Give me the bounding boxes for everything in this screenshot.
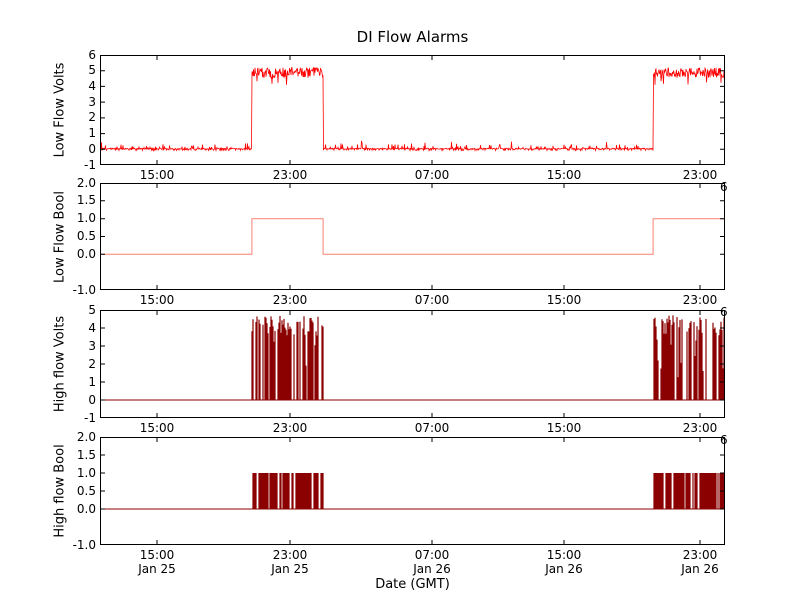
signal-path [252,473,725,509]
axis-frame [100,55,725,165]
y-tick-label: 1 [88,374,96,389]
x-tick-date-label: Jan 25 [271,562,309,576]
x-tick-label: 15:00 [546,421,582,435]
y-tick-label: 5 [88,302,96,317]
y-tick-label: 3 [88,338,96,353]
y-tick-label: 2 [88,356,96,371]
subplot-high-flow-bool [100,437,725,545]
axis-frame [100,183,725,290]
y-tick-label: 0.0 [76,246,96,261]
x-tick-label: 15:00 [546,548,582,562]
x-tick-date-label: Jan 25 [138,562,176,576]
y-tick-label: -1 [84,410,96,425]
subplot-low-flow-volts [100,55,725,165]
x-tick-label: 23:00 [272,548,308,562]
y-tick-label: 0.5 [76,483,96,498]
x-tick-label: 15:00 [546,168,582,182]
x-tick-label: 15:00 [139,548,175,562]
tick-marks [101,437,724,545]
x-tick-label: 07:00 [414,168,450,182]
tick-marks [101,183,724,290]
x-tick-label: 07:00 [414,548,450,562]
x-tick-date-label: Jan 26 [545,562,583,576]
y-tick-label: -1.0 [72,537,96,552]
y-tick-label: 2.0 [76,429,96,444]
y-tick-label: 5 [88,63,96,78]
x-tick-label: 23:00 [272,168,308,182]
axis-frame [100,437,725,545]
y-tick-label: -1.0 [72,282,96,297]
chart-title: DI Flow Alarms [356,28,469,46]
x-tick-label: 23:00 [272,293,308,307]
x-tick-date-label: Jan 26 [413,562,451,576]
y-tick-label: 1.5 [76,447,96,462]
subplot-high-flow-volts-canvas [100,310,725,418]
axis-frame [100,310,725,418]
y-tick-label: 0.0 [76,501,96,516]
subplot-high-flow-bool-canvas [100,437,725,545]
y-tick-label: 6 [88,47,96,62]
subplot-high-flow-volts [100,310,725,418]
signal-path [251,315,725,400]
signal-path [100,66,725,153]
y-tick-label: 4 [88,320,96,335]
x-tick-label: 23:00 [682,548,718,562]
x-tick-label: 23:00 [682,293,718,307]
signal-path [100,218,725,255]
x-tick-label: 23:00 [272,421,308,435]
clipped-date-fragment: 6 [720,180,728,194]
y-tick-label: 1 [88,126,96,141]
y-tick-label: 1.5 [76,193,96,208]
y-tick-label: 2 [88,110,96,125]
y-tick-label: 0.5 [76,229,96,243]
y-tick-label: 1.0 [76,465,96,480]
y-tick-label: -1 [84,157,96,172]
subplot-low-flow-volts-canvas [100,55,725,165]
y-tick-label: 2.0 [76,175,96,190]
y-tick-label: 3 [88,94,96,109]
y-tick-label: 1.0 [76,211,96,226]
x-tick-label: 23:00 [682,421,718,435]
y-tick-label: 4 [88,78,96,93]
x-axis-title: Date (GMT) [375,577,450,592]
x-tick-label: 15:00 [139,168,175,182]
clipped-date-fragment: 6 [720,305,728,319]
clipped-date-fragment: 6 [720,433,728,447]
tick-marks [101,55,724,165]
x-tick-label: 07:00 [414,421,450,435]
tick-marks [101,310,724,418]
x-tick-label: 23:00 [682,168,718,182]
x-tick-label: 15:00 [139,293,175,307]
subplot-low-flow-bool [100,183,725,290]
subplot-low-flow-bool-canvas [100,183,725,290]
x-tick-label: 15:00 [139,421,175,435]
y-tick-label: 0 [88,141,96,156]
y-tick-label: 0 [88,392,96,407]
x-tick-date-label: Jan 26 [681,562,719,576]
x-tick-label: 07:00 [414,293,450,307]
x-tick-label: 15:00 [546,293,582,307]
